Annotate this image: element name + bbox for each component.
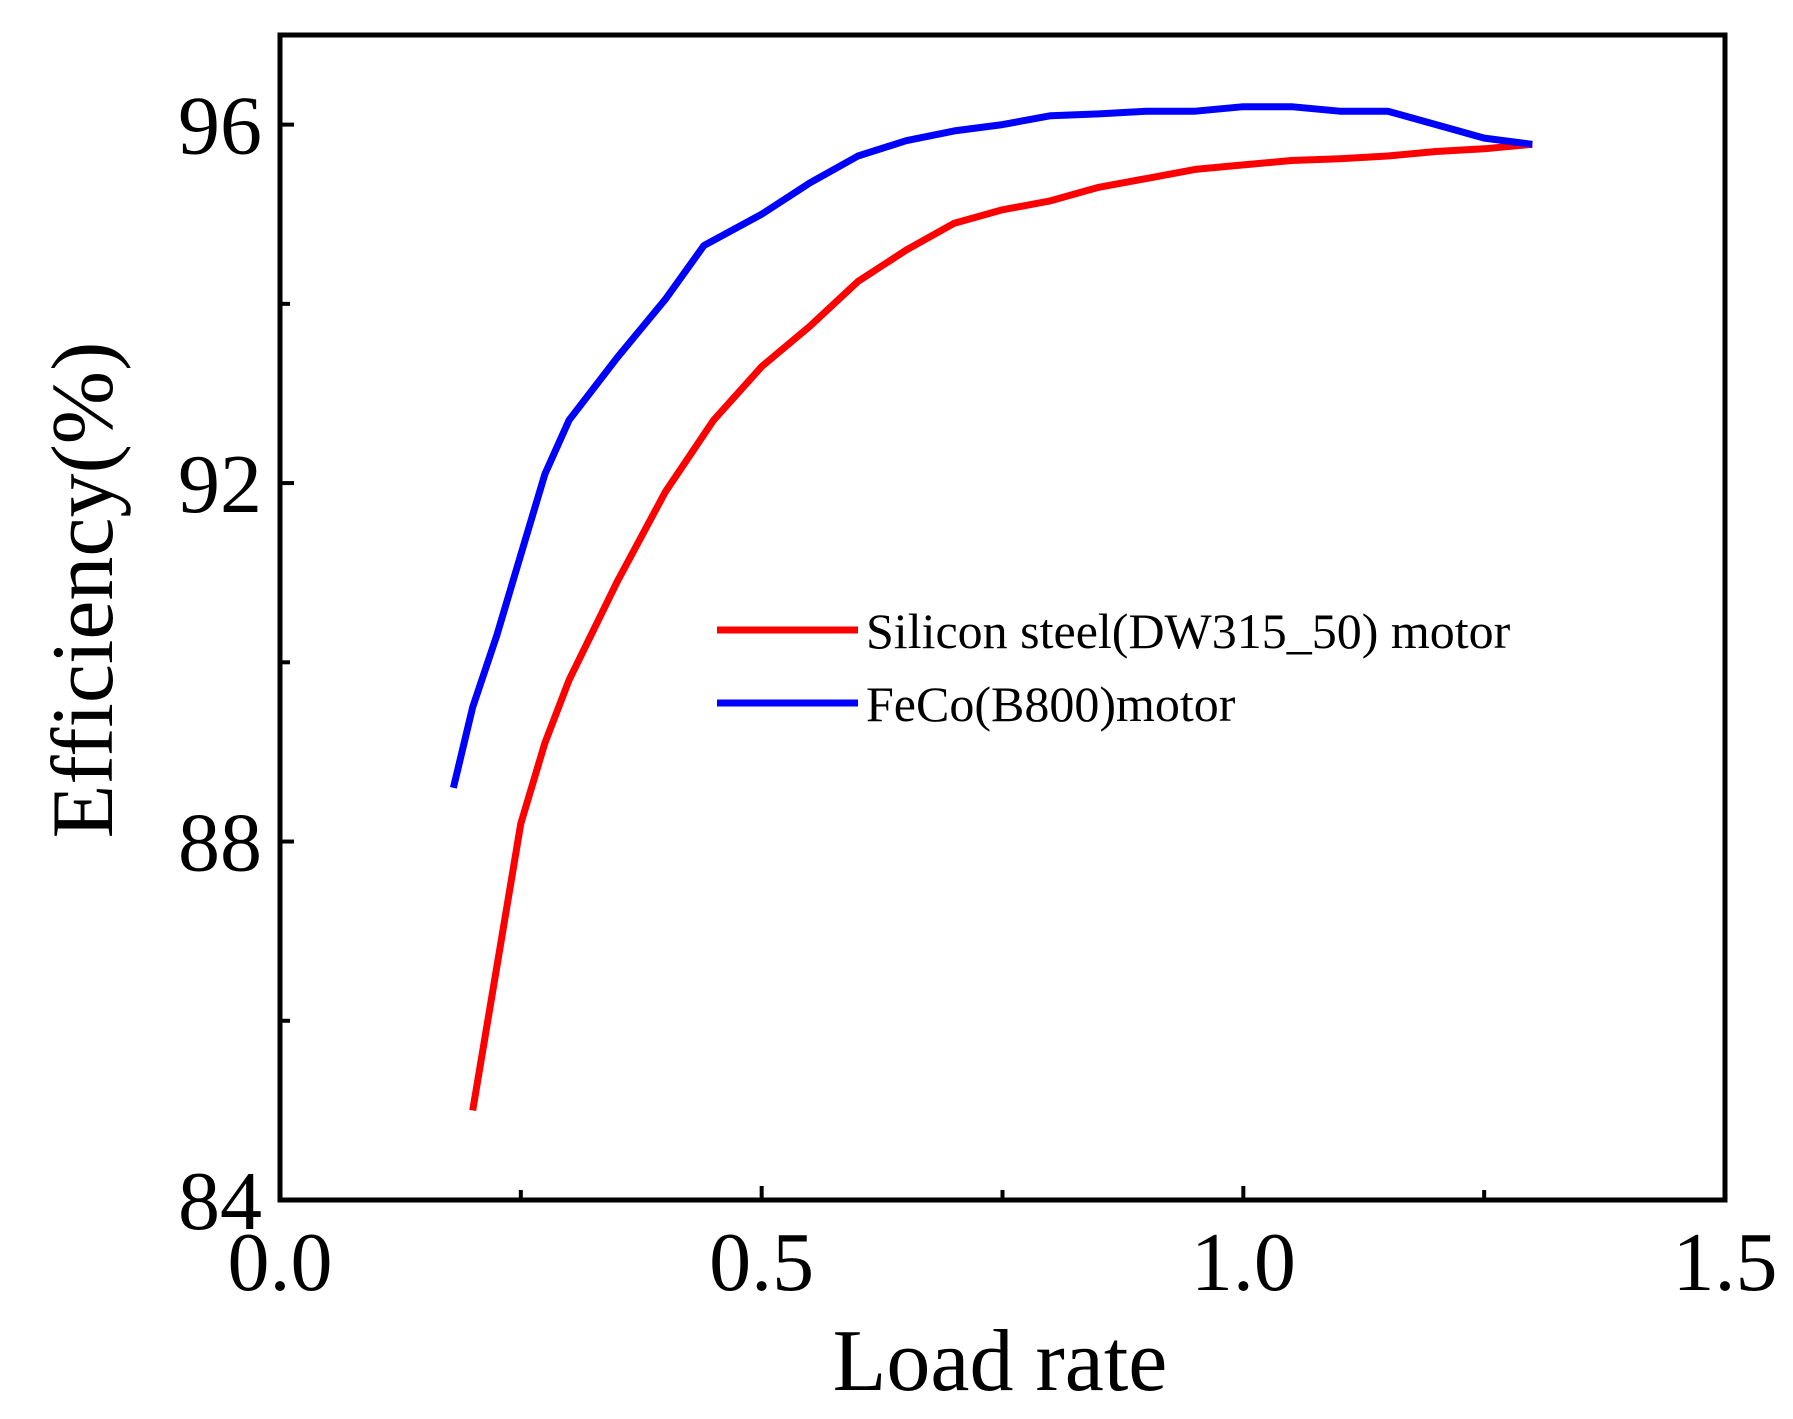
axis-ticks: 0.0 0.5 1.0 1.5 84 88 92 96 [178,80,1778,1309]
x-axis-label: Load rate [833,1313,1168,1410]
y-tick-label: 96 [178,80,262,173]
plot-marks [449,103,1533,1111]
y-tick-label: 92 [178,438,262,531]
x-tick-label: 0.5 [709,1216,814,1309]
x-tick-label: 1.0 [1191,1216,1296,1309]
x-tick-label: 1.5 [1673,1216,1778,1309]
series-line-0 [469,140,1533,1111]
series-line-1 [449,103,1533,789]
x-tick-label: 0.0 [228,1216,333,1309]
legend-label-feco: FeCo(B800)motor [866,676,1236,732]
y-tick-label: 84 [178,1155,262,1248]
legend: Silicon steel(DW315_50) motor FeCo(B800)… [717,603,1511,732]
legend-label-silicon-steel: Silicon steel(DW315_50) motor [866,603,1511,659]
y-axis-label: Efficiency(%) [35,342,132,839]
y-tick-label: 88 [178,797,262,890]
